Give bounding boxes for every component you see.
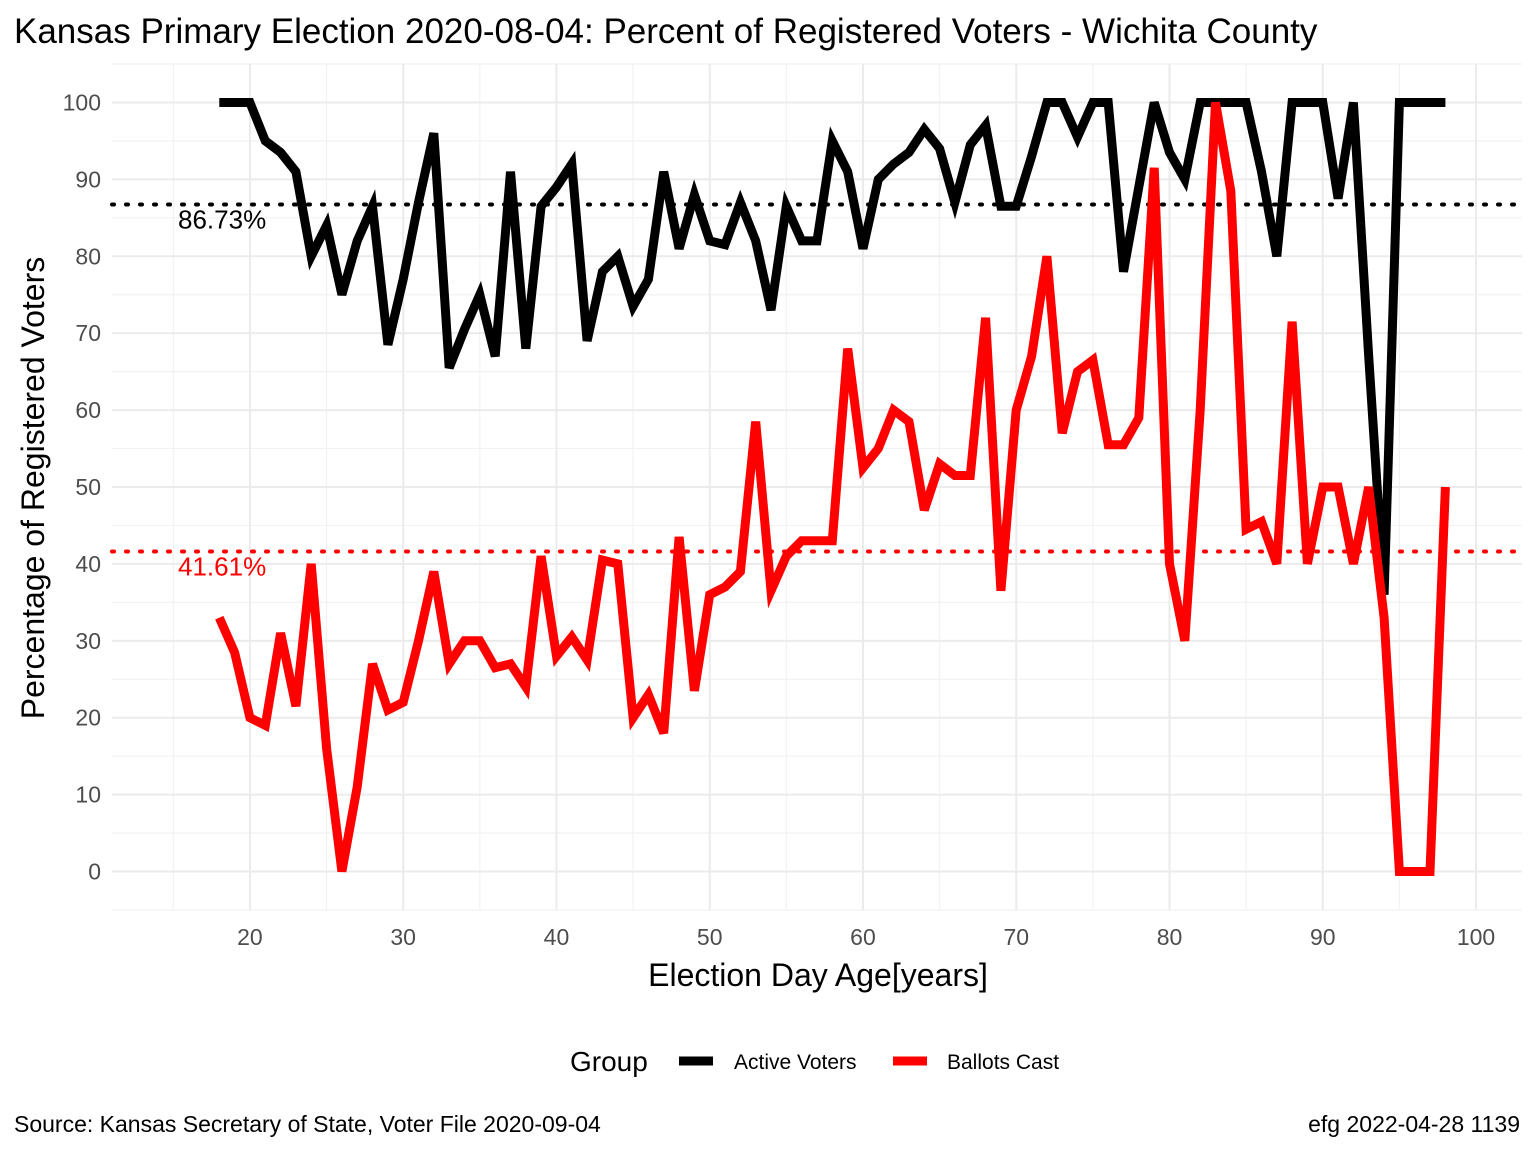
reference-lines: 86.73% 41.61% — [110, 202, 1524, 582]
x-tick-label: 90 — [1310, 924, 1336, 950]
y-tick-label: 30 — [75, 628, 101, 654]
x-tick-label: 70 — [1003, 924, 1029, 950]
x-tick-label: 60 — [850, 924, 876, 950]
series-line-1 — [215, 101, 1450, 876]
y-tick-label: 40 — [75, 551, 101, 577]
y-tick-label: 50 — [75, 474, 101, 500]
x-tick-label: 50 — [697, 924, 723, 950]
legend-label-ballots-cast: Ballots Cast — [947, 1051, 1059, 1074]
x-tick-label: 100 — [1457, 924, 1495, 950]
reference-line-label-1: 41.61% — [178, 552, 266, 582]
y-tick-label: 70 — [75, 320, 101, 346]
caption-credit: efg 2022-04-28 1139 — [1308, 1111, 1520, 1137]
y-tick-label: 60 — [75, 397, 101, 423]
y-tick-label: 90 — [75, 166, 101, 192]
series-line-0 — [219, 98, 1446, 595]
y-axis-ticks: 0 10 20 30 40 50 60 70 80 90 100 — [63, 89, 101, 884]
y-tick-label: 20 — [75, 705, 101, 731]
y-tick-label: 100 — [63, 89, 101, 115]
legend: Group Active Voters Ballots Cast — [570, 1046, 1059, 1077]
caption-source: Source: Kansas Secretary of State, Voter… — [14, 1111, 601, 1137]
x-tick-label: 20 — [237, 924, 263, 950]
chart-title: Kansas Primary Election 2020-08-04: Perc… — [14, 12, 1318, 51]
grid — [112, 63, 1522, 911]
legend-label-active-voters: Active Voters — [734, 1051, 857, 1074]
y-axis-title: Percentage of Registered Voters — [15, 257, 51, 720]
reference-line-label-0: 86.73% — [178, 205, 266, 235]
y-tick-label: 10 — [75, 782, 101, 808]
x-axis-title: Election Day Age[years] — [648, 957, 988, 993]
y-tick-label: 80 — [75, 243, 101, 269]
x-axis-ticks: 20 30 40 50 60 70 80 90 100 — [237, 924, 1495, 950]
x-tick-label: 30 — [390, 924, 416, 950]
x-tick-label: 80 — [1157, 924, 1183, 950]
legend-title: Group — [570, 1046, 648, 1077]
x-tick-label: 40 — [544, 924, 570, 950]
series-lines — [215, 98, 1450, 876]
y-tick-label: 0 — [88, 859, 101, 885]
